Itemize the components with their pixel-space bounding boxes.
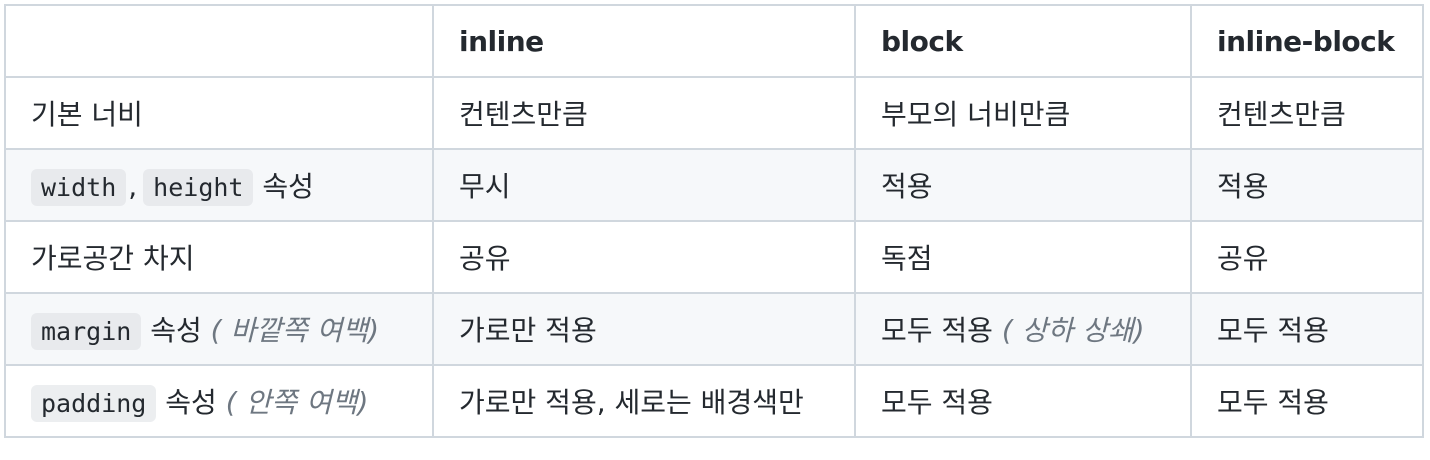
table-row: 기본 너비 컨텐츠만큼 부모의 너비만큼 컨텐츠만큼 [4,76,1424,150]
inline-cell: 가로만 적용, 세로는 배경색만 [432,364,856,438]
row-label-text: 속성 [165,386,217,419]
block-cell: 모두 적용 ( 상하 상쇄) [854,292,1192,366]
inline-block-cell: 모두 적용 [1190,292,1424,366]
block-cell-text: 모두 적용 [881,314,993,347]
inline-cell: 가로만 적용 [432,292,856,366]
inline-cell: 무시 [432,148,856,222]
row-label-text: 속성 [262,170,314,203]
inline-block-cell: 적용 [1190,148,1424,222]
row-label-text: 기본 너비 [31,98,143,131]
label-separator: , [128,170,138,203]
code-width: width [31,169,127,206]
row-label-text: 가로공간 차지 [31,242,195,275]
inline-block-cell: 공유 [1190,220,1424,294]
block-cell: 모두 적용 [854,364,1192,438]
inline-block-cell: 컨텐츠만큼 [1190,76,1424,150]
table-row: 가로공간 차지 공유 독점 공유 [4,220,1424,294]
row-label-cell: padding 속성 ( 안쪽 여백) [4,364,434,438]
header-block: block [854,4,1192,78]
header-row: inline block inline-block [4,4,1424,78]
display-comparison-table: inline block inline-block 기본 너비 컨텐츠만큼 부모… [4,4,1424,438]
row-label-text: 속성 [150,314,202,347]
table-row: width, height 속성 무시 적용 적용 [4,148,1424,222]
code-margin: margin [31,313,142,350]
block-cell: 부모의 너비만큼 [854,76,1192,150]
block-cell-note: ( 상하 상쇄) [1001,314,1145,347]
inline-cell: 컨텐츠만큼 [432,76,856,150]
comparison-table-container: inline block inline-block 기본 너비 컨텐츠만큼 부모… [4,4,1424,438]
inline-cell: 공유 [432,220,856,294]
row-label-note: ( 바깥쪽 여백) [210,314,380,347]
inline-block-cell: 모두 적용 [1190,364,1424,438]
table-row: margin 속성 ( 바깥쪽 여백) 가로만 적용 모두 적용 ( 상하 상쇄… [4,292,1424,366]
row-label-cell: width, height 속성 [4,148,434,222]
row-label-cell: margin 속성 ( 바깥쪽 여백) [4,292,434,366]
table-row: padding 속성 ( 안쪽 여백) 가로만 적용, 세로는 배경색만 모두 … [4,364,1424,438]
header-inline: inline [432,4,856,78]
header-inline-block: inline-block [1190,4,1424,78]
row-label-cell: 기본 너비 [4,76,434,150]
code-padding: padding [31,385,157,422]
code-height: height [143,169,254,206]
header-empty-cell [4,4,434,78]
block-cell: 적용 [854,148,1192,222]
block-cell: 독점 [854,220,1192,294]
row-label-note: ( 안쪽 여백) [225,386,369,419]
row-label-cell: 가로공간 차지 [4,220,434,294]
